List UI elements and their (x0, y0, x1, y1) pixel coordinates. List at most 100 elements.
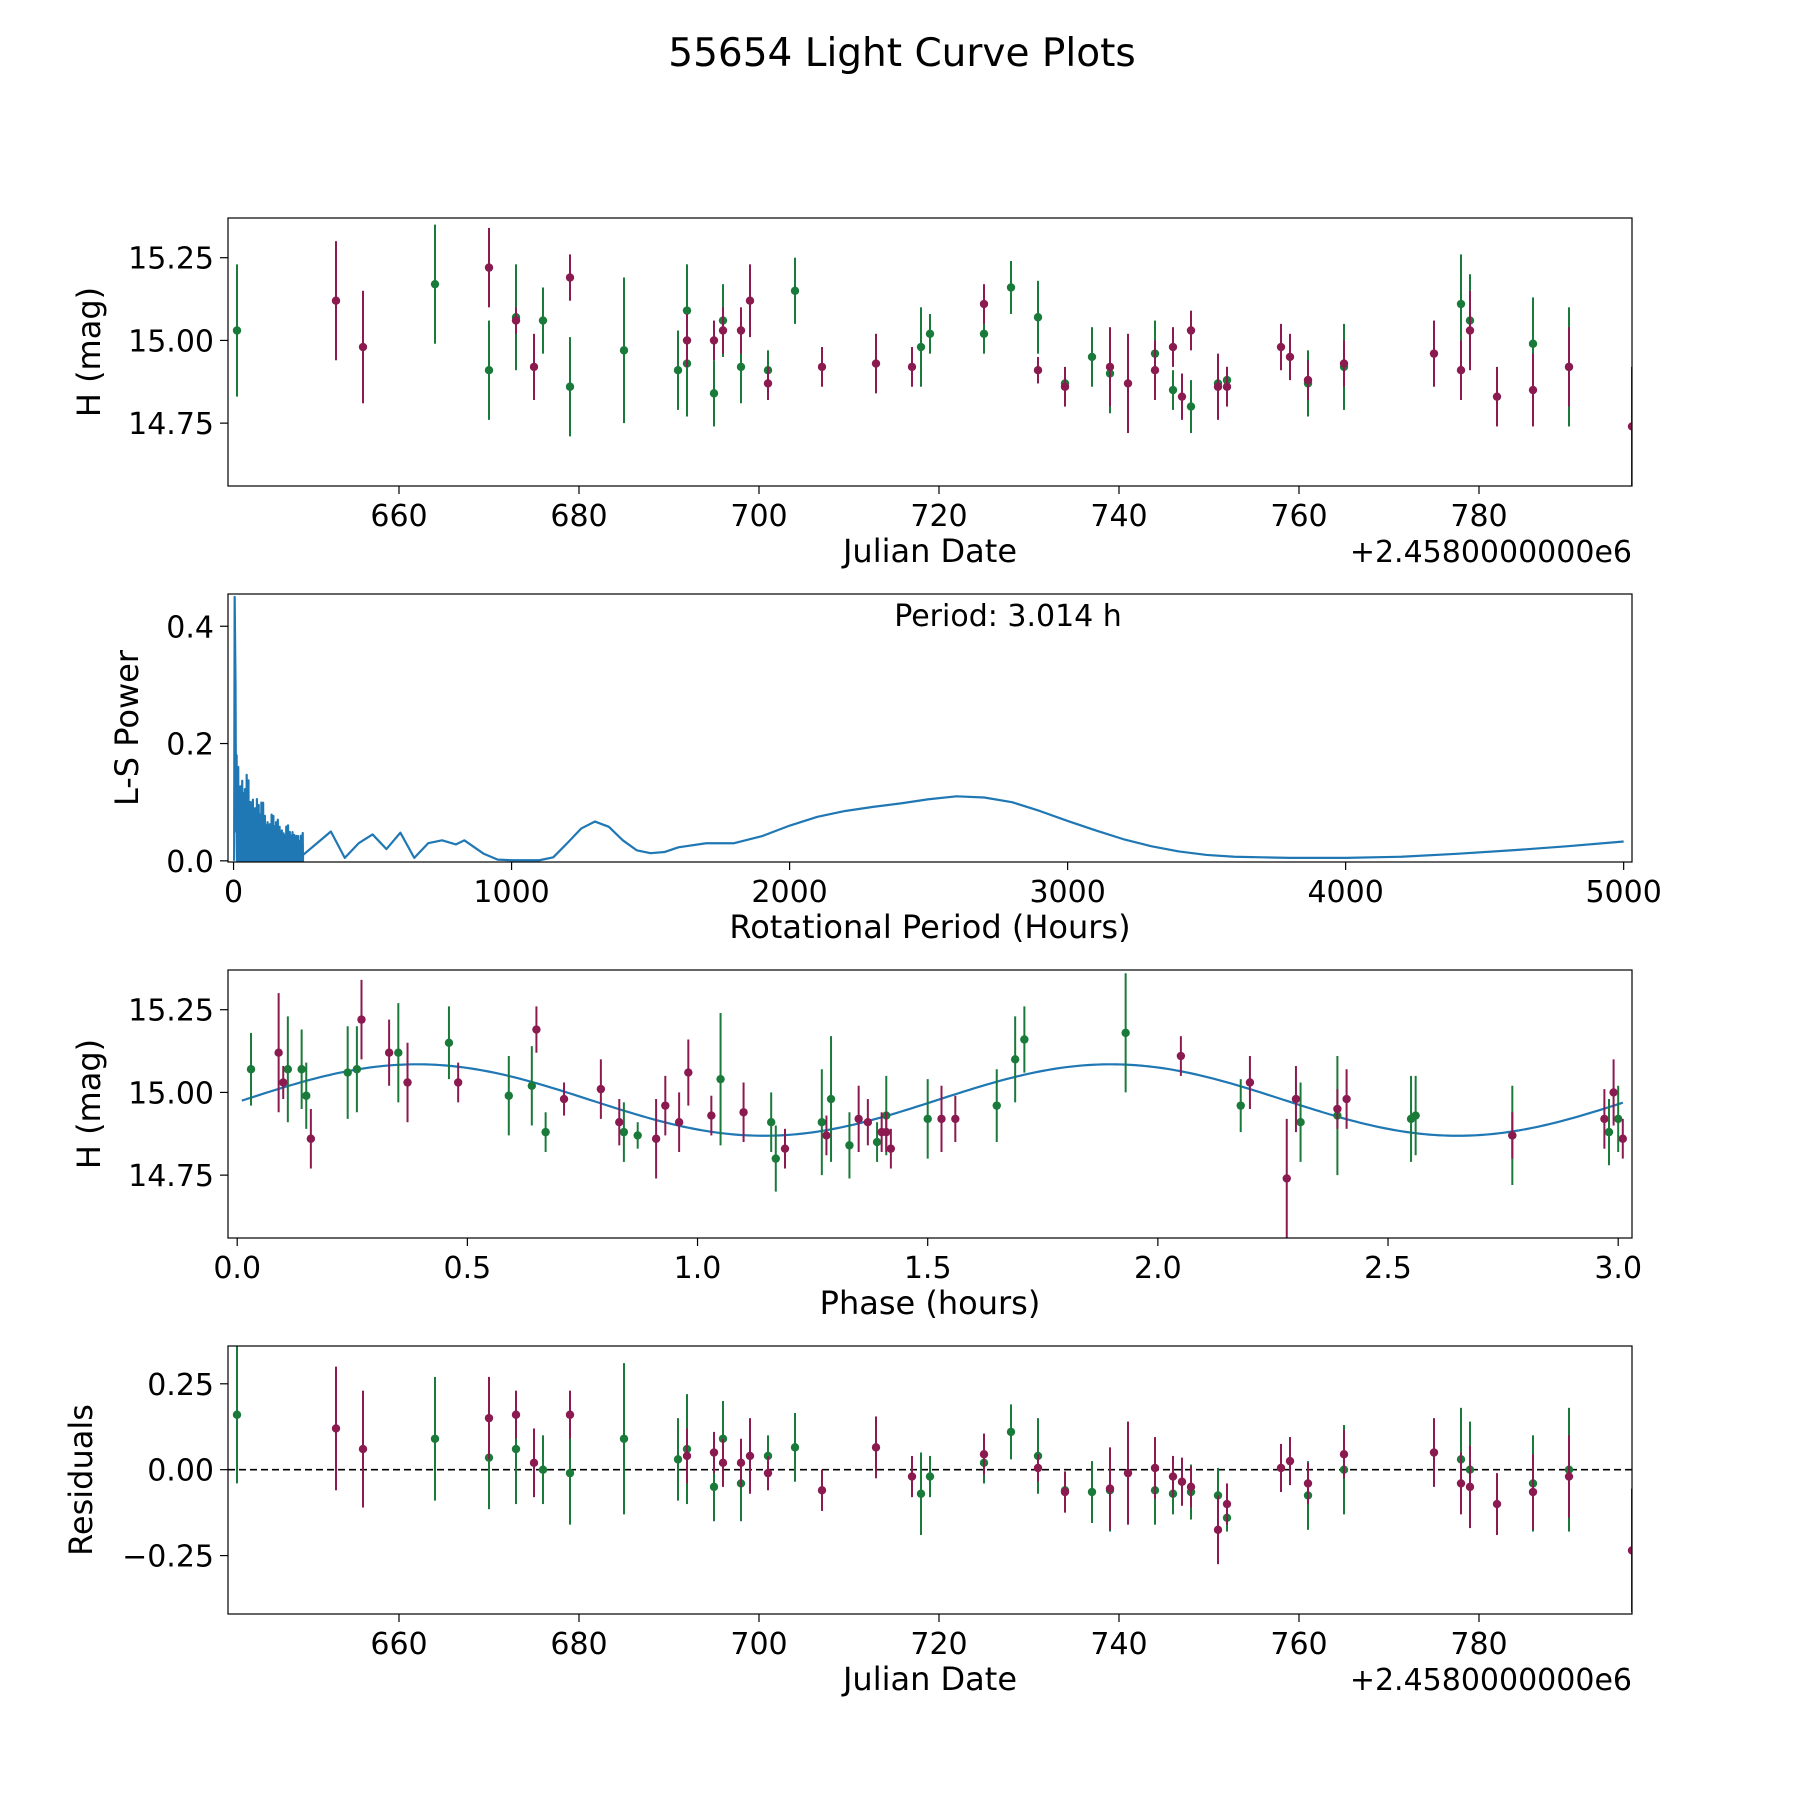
data-point (1060, 382, 1070, 391)
x-axis-label: Rotational Period (Hours) (729, 908, 1130, 946)
data-point (1150, 365, 1160, 375)
x-tick-label: 680 (550, 499, 607, 534)
y-axis-label: H (mag) (70, 1039, 108, 1169)
x-tick-label: 2000 (751, 875, 827, 910)
data-point (403, 1078, 412, 1087)
data-point (992, 1101, 1001, 1110)
data-point (357, 1015, 366, 1024)
data-point (1339, 359, 1349, 368)
data-point (790, 1443, 800, 1452)
data-point (707, 1111, 716, 1120)
data-point (1033, 365, 1043, 375)
y-axis-label: H (mag) (70, 287, 108, 417)
data-point (1176, 1051, 1186, 1061)
data-point (1285, 352, 1295, 362)
series-magenta (331, 1366, 1632, 1613)
series-green (246, 973, 1623, 1192)
x-tick-label: 2.5 (1364, 1251, 1412, 1286)
x-tick-label: 3000 (1029, 875, 1105, 910)
series-magenta (274, 979, 1627, 1238)
data-point (1564, 1472, 1574, 1481)
x-tick-label: 3.0 (1594, 1251, 1642, 1286)
data-point (1105, 1484, 1115, 1493)
y-tick-label: −0.25 (122, 1540, 214, 1575)
axes-frame (227, 1345, 1633, 1615)
data-point (565, 1410, 575, 1419)
series-green (232, 1346, 1574, 1535)
data-point (925, 1472, 935, 1481)
data-point (854, 1114, 863, 1124)
data-point (541, 1127, 550, 1137)
data-point (1060, 1487, 1070, 1497)
data-point (1339, 1450, 1349, 1459)
data-point (1429, 349, 1439, 358)
x-tick-label: 0.5 (444, 1251, 492, 1286)
data-point (1282, 1174, 1291, 1183)
data-point (619, 1127, 629, 1137)
data-point (1010, 1055, 1020, 1064)
x-axis-label: Julian Date (841, 532, 1017, 570)
data-point (1613, 1114, 1623, 1124)
x-tick-label: 700 (730, 1627, 787, 1662)
panel-phased: 0.0 0.5 1.0 1.5 2.0 2.5 3.0 14.75 15.00 15.25 Phas… (70, 969, 1642, 1322)
y-tick-label: 15.25 (128, 242, 214, 277)
data-point (817, 1486, 827, 1495)
data-point (1276, 342, 1286, 352)
x-axis-label: Phase (hours) (820, 1284, 1041, 1322)
data-point (511, 1444, 521, 1454)
x-tick-label: 760 (1270, 1627, 1327, 1662)
data-point (1245, 1078, 1255, 1087)
data-point (1456, 1479, 1466, 1488)
data-point (736, 362, 746, 372)
x-axis-label: Julian Date (841, 1660, 1017, 1698)
data-point (559, 1094, 569, 1104)
data-point (907, 1472, 917, 1481)
data-point (331, 1424, 341, 1433)
x-tick-label: 740 (1090, 1627, 1147, 1662)
data-point (916, 342, 926, 352)
data-point (822, 1131, 831, 1140)
data-point (1033, 313, 1043, 322)
axes-frame (227, 217, 1633, 487)
x-tick-label: 680 (550, 1627, 607, 1662)
panel-lightcurve: 660 680 700 720 740 760 780 14.75 15.00 15.25 Juli… (70, 217, 1633, 570)
x-tick-label: 5000 (1585, 875, 1661, 910)
data-point (1105, 362, 1115, 372)
data-point (1213, 1525, 1223, 1535)
x-tick-label: 1.5 (904, 1251, 952, 1286)
data-point (790, 286, 800, 295)
periodogram-line (233, 595, 1624, 862)
data-point (1222, 382, 1232, 391)
y-tick-label: 14.75 (128, 407, 214, 442)
x-tick-label: 1.0 (674, 1251, 722, 1286)
data-point (1627, 422, 1632, 431)
data-point (780, 1144, 790, 1153)
data-point (1465, 326, 1475, 335)
data-point (1186, 1482, 1196, 1492)
data-point (651, 1134, 661, 1143)
data-point (1006, 1427, 1016, 1437)
y-tick-label: 0.25 (147, 1368, 214, 1403)
panel-residuals: 660 680 700 720 740 760 780 −0.25 0.00 0.25 Julian… (62, 1345, 1633, 1698)
data-point (1121, 1028, 1130, 1038)
data-point (951, 1114, 960, 1124)
data-point (1508, 1131, 1517, 1140)
data-point (1006, 283, 1016, 292)
data-point (1087, 1487, 1097, 1497)
y-tick-label: 15.25 (128, 994, 214, 1029)
data-point (979, 329, 989, 339)
data-point (529, 362, 539, 372)
data-point (596, 1084, 606, 1094)
data-point (232, 326, 242, 335)
x-tick-label: 660 (370, 1627, 427, 1662)
data-point (430, 1434, 440, 1443)
data-point (1087, 352, 1097, 362)
data-point (1186, 326, 1196, 335)
data-point (484, 365, 494, 375)
x-tick-label: 2.0 (1134, 1251, 1182, 1286)
x-offset-label: +2.4580000000e6 (1350, 535, 1632, 570)
data-point (745, 296, 755, 305)
data-point (763, 1468, 773, 1478)
data-point (1276, 1463, 1286, 1473)
